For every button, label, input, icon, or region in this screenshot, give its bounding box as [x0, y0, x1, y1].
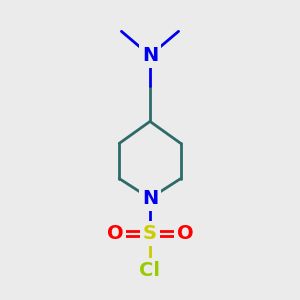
Text: O: O [106, 224, 123, 243]
Text: N: N [142, 46, 158, 65]
Text: N: N [142, 189, 158, 208]
Text: O: O [177, 224, 194, 243]
Text: Cl: Cl [140, 261, 160, 280]
Text: S: S [143, 224, 157, 243]
